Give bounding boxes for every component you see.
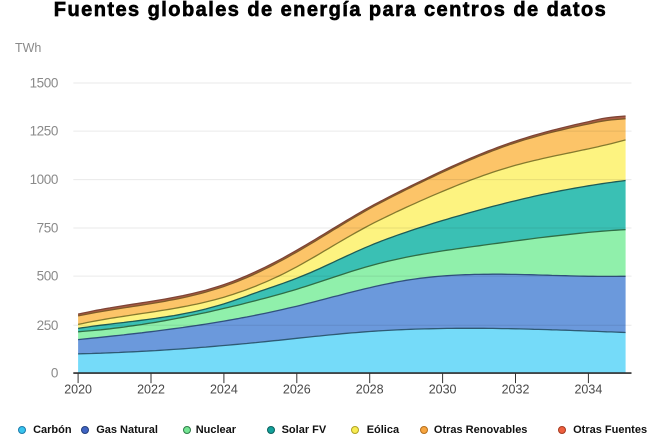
svg-text:500: 500: [37, 269, 58, 284]
svg-text:2020: 2020: [64, 382, 92, 396]
svg-text:250: 250: [37, 318, 58, 333]
svg-text:2026: 2026: [283, 382, 311, 396]
svg-text:1000: 1000: [30, 172, 58, 187]
svg-text:0: 0: [51, 366, 58, 381]
svg-text:2030: 2030: [429, 382, 457, 396]
svg-text:750: 750: [37, 221, 58, 236]
svg-text:2024: 2024: [210, 382, 238, 396]
svg-text:1250: 1250: [30, 124, 58, 139]
svg-text:1500: 1500: [30, 76, 58, 91]
svg-text:2022: 2022: [137, 382, 165, 396]
svg-text:2034: 2034: [574, 382, 602, 396]
svg-text:2032: 2032: [502, 382, 530, 396]
svg-text:2028: 2028: [356, 382, 384, 396]
